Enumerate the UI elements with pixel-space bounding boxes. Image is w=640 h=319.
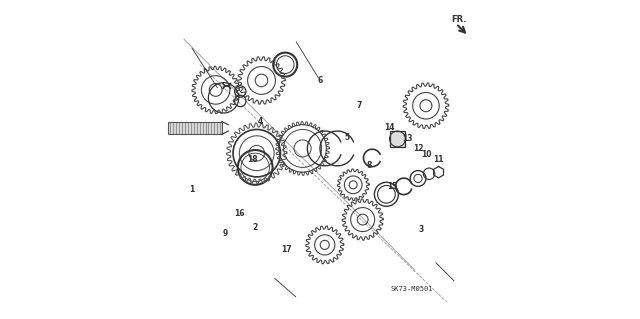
Text: 3: 3 xyxy=(419,225,424,234)
Text: 10: 10 xyxy=(420,150,431,159)
Text: SK73-M0501: SK73-M0501 xyxy=(390,286,433,292)
Text: 18: 18 xyxy=(246,155,257,164)
Text: 1: 1 xyxy=(189,185,195,194)
Text: 12: 12 xyxy=(413,144,423,153)
Text: 8: 8 xyxy=(366,161,372,170)
Text: 6: 6 xyxy=(317,76,323,85)
Text: 11: 11 xyxy=(433,155,444,164)
Text: 17: 17 xyxy=(282,245,292,254)
Text: 9: 9 xyxy=(223,229,228,238)
Text: 13: 13 xyxy=(402,134,412,144)
Text: 14: 14 xyxy=(384,123,395,132)
Text: 2: 2 xyxy=(253,223,258,232)
Text: 16: 16 xyxy=(234,209,244,218)
Bar xyxy=(390,131,405,147)
Text: 4: 4 xyxy=(257,117,262,126)
Text: 5: 5 xyxy=(344,133,349,142)
Bar xyxy=(168,122,222,134)
Text: 7: 7 xyxy=(357,101,362,110)
Text: 15: 15 xyxy=(388,182,398,191)
Text: FR.: FR. xyxy=(451,15,467,24)
